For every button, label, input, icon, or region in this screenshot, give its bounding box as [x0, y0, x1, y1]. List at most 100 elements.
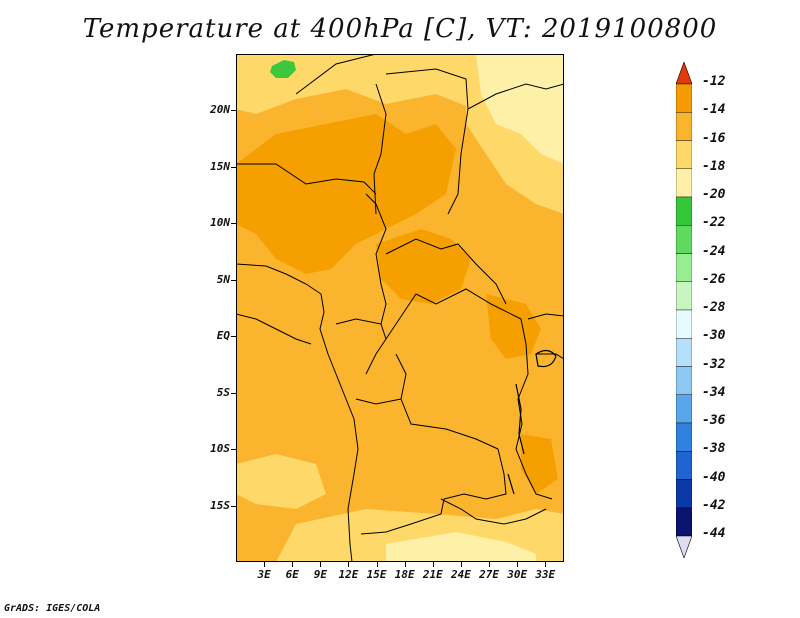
x-tick-label: 3E [257, 568, 271, 581]
x-tick-label: 30E [507, 568, 528, 581]
border-line [236, 263, 359, 562]
border-line [536, 353, 564, 360]
colorbar-label: -30 [702, 328, 726, 344]
colorbar-label: -20 [702, 187, 726, 202]
green-cold-patch [270, 60, 296, 78]
x-tick-mark [517, 562, 519, 567]
border-line [236, 313, 312, 345]
y-tick-mark [231, 223, 236, 225]
lake-outline [507, 473, 515, 495]
x-tick-mark [320, 562, 322, 567]
credit-text: GrADS: IGES/COLA [4, 603, 101, 614]
border-line [385, 238, 507, 305]
x-tick-label: 15E [366, 568, 387, 581]
colorbar-top-arrow [676, 62, 692, 85]
south-very-pale-region [386, 532, 536, 562]
y-tick-mark [231, 166, 236, 168]
border-line [335, 318, 387, 375]
colorbar-segment [676, 309, 692, 339]
sahel-dark-region [236, 114, 456, 274]
border-line [467, 83, 564, 110]
y-tick-label: 20N [210, 103, 230, 117]
x-tick-label: 24E [450, 568, 471, 581]
colorbar-segment [676, 366, 692, 395]
colorbar-label: -40 [702, 469, 726, 485]
x-tick-mark [264, 562, 266, 567]
y-tick-label: 15S [210, 498, 230, 512]
colorbar-label: -22 [702, 215, 726, 231]
border-line [395, 353, 499, 450]
colorbar-label: -28 [702, 300, 726, 315]
border-line [360, 448, 507, 535]
colorbar-segment [676, 451, 692, 480]
y-tick-label: EQ [216, 329, 230, 343]
colorbar-label: -14 [702, 102, 726, 118]
lake-outline [535, 349, 557, 368]
central-dark-region [376, 229, 471, 304]
x-tick-mark [489, 562, 491, 567]
colorbar-label: -12 [702, 74, 726, 89]
chart-title: Temperature at 400hPa [C], VT: 201910080… [82, 14, 718, 44]
colorbar-label: -16 [702, 130, 726, 146]
colorbar-label: -38 [702, 441, 726, 457]
colorbar-segment [676, 253, 692, 282]
colorbar-label: -42 [702, 497, 726, 513]
country-borders [236, 54, 564, 562]
y-tick-mark [231, 505, 236, 507]
y-tick-label: 10S [210, 442, 230, 456]
y-tick-mark [231, 336, 236, 338]
colorbar-label: -18 [702, 158, 726, 174]
colorbar-segment [676, 338, 692, 367]
colorbar-segment [676, 507, 692, 537]
colorbar-label: -32 [702, 356, 726, 372]
y-tick-label: 10N [210, 216, 230, 230]
y-tick-label: 5N [216, 272, 230, 286]
southeast-dark-region [521, 434, 558, 494]
x-tick-label: 18E [394, 568, 415, 581]
border-line [385, 288, 522, 340]
colorbar-segment [676, 422, 692, 452]
colorbar-label: -24 [702, 243, 726, 259]
x-tick-label: 6E [285, 568, 299, 581]
x-tick-label: 9E [313, 568, 327, 581]
x-tick-mark [545, 562, 547, 567]
lakes [507, 349, 557, 495]
x-tick-mark [376, 562, 378, 567]
x-tick-label: 33E [535, 568, 556, 581]
x-tick-mark [292, 562, 294, 567]
border-line [515, 318, 553, 500]
colorbar [676, 62, 692, 558]
map-frame [236, 54, 564, 562]
colorbar-segment [676, 479, 692, 508]
southwest-pale-region [236, 454, 326, 509]
temperature-map [236, 54, 564, 562]
colorbar-segment [676, 140, 692, 169]
northeast-very-pale-region [476, 54, 564, 164]
border-line [373, 83, 387, 215]
colorbar-segment [676, 168, 692, 198]
colorbar-segment [676, 281, 692, 311]
border-line [527, 313, 564, 320]
border-line [236, 163, 377, 195]
colorbar-segment [676, 112, 692, 141]
border-line [355, 398, 402, 405]
x-tick-mark [404, 562, 406, 567]
colorbar-label: -44 [702, 526, 726, 541]
y-tick-mark [231, 392, 236, 394]
colorbar-label: -26 [702, 271, 726, 287]
colorbar-segment [676, 225, 692, 254]
border-line [365, 193, 387, 325]
colorbar-label: -36 [702, 413, 726, 428]
x-tick-label: 12E [338, 568, 359, 581]
y-tick-label: 15N [210, 159, 230, 173]
colorbar-bottom-arrow [676, 535, 692, 558]
x-tick-label: 21E [422, 568, 443, 581]
x-tick-mark [432, 562, 434, 567]
east-dark-region [486, 294, 541, 359]
colorbar-segment [676, 83, 692, 113]
y-tick-mark [231, 110, 236, 112]
x-tick-label: 27E [479, 568, 499, 581]
y-tick-mark [231, 279, 236, 281]
x-tick-mark [460, 562, 462, 567]
lake-outline [515, 383, 525, 455]
